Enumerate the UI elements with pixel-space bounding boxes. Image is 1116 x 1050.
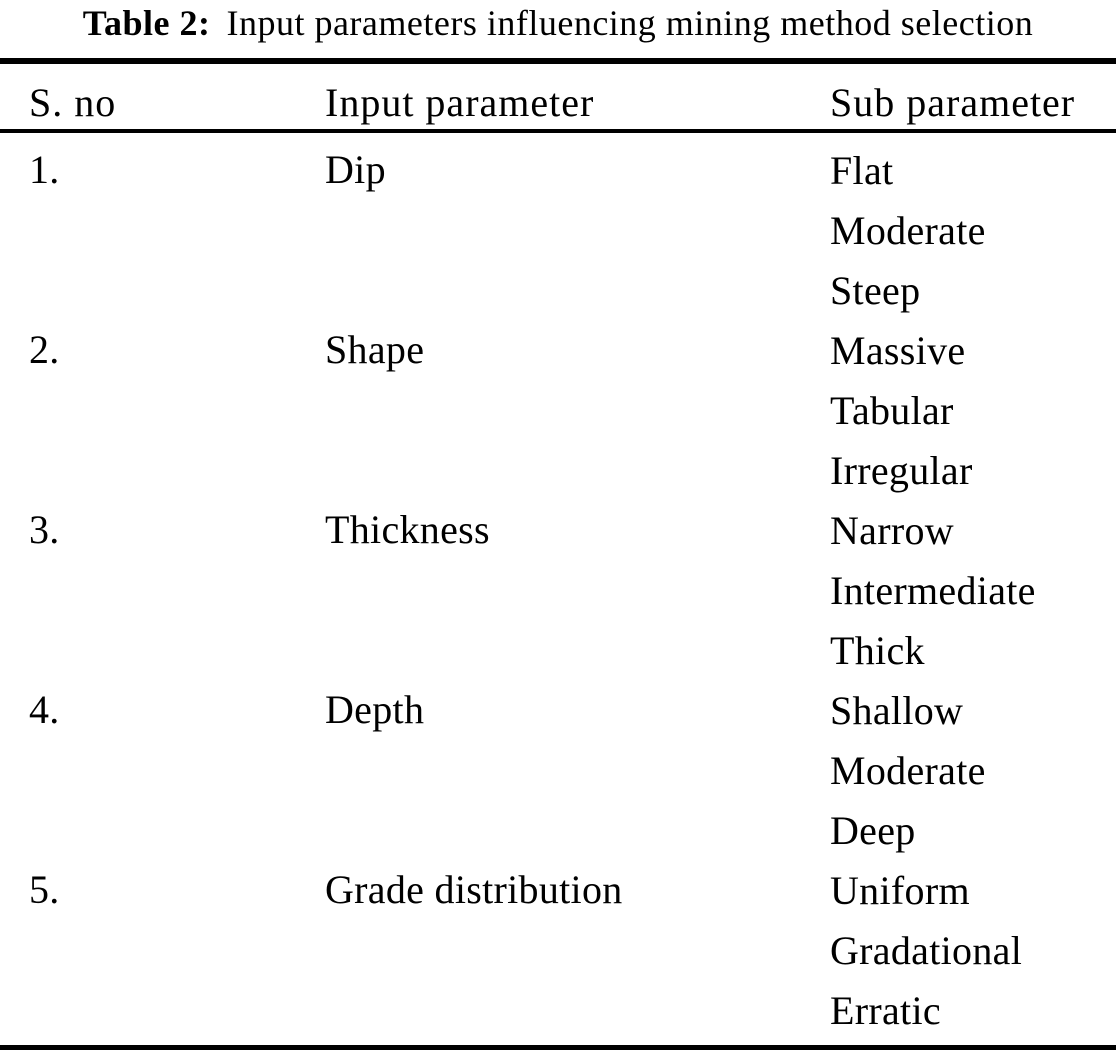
column-header-s-no: S. no bbox=[29, 80, 117, 125]
sub-parameter-item: Flat bbox=[830, 147, 894, 193]
table-top-rule bbox=[0, 58, 1116, 64]
table-bottom-rule bbox=[0, 1045, 1116, 1050]
sub-parameter-cell: Uniform Gradational Erratic bbox=[830, 860, 1116, 1040]
row-number-cell: 2. bbox=[29, 327, 60, 372]
sub-parameter-cell: Massive Tabular Irregular bbox=[830, 320, 1116, 500]
sub-parameter-item: Intermediate bbox=[830, 567, 1036, 613]
input-parameter-cell: Thickness bbox=[325, 507, 490, 552]
sub-parameter-item: Tabular bbox=[830, 387, 954, 433]
row-number-cell: 5. bbox=[29, 867, 60, 912]
table-caption-label: Table 2: bbox=[82, 3, 211, 43]
sub-parameter-item: Uniform bbox=[830, 867, 970, 913]
table-row: 2. Shape Massive Tabular Irregular bbox=[0, 320, 1116, 500]
table-body: 1. Dip Flat Moderate Steep 2. Shape Mass… bbox=[0, 133, 1116, 1040]
sub-parameter-item: Thick bbox=[830, 627, 925, 673]
table-header-rule bbox=[0, 129, 1116, 133]
sub-parameter-item: Erratic bbox=[830, 987, 941, 1033]
table-caption: Table 2: Input parameters influencing min… bbox=[0, 0, 1116, 58]
table-caption-text: Input parameters influencing mining meth… bbox=[226, 3, 1034, 43]
table-row: 1. Dip Flat Moderate Steep bbox=[0, 140, 1116, 320]
sub-parameter-item: Moderate bbox=[830, 747, 986, 793]
table-row: 3. Thickness Narrow Intermediate Thick bbox=[0, 500, 1116, 680]
input-parameter-cell: Dip bbox=[325, 147, 386, 192]
row-number-cell: 3. bbox=[29, 507, 60, 552]
sub-parameter-item: Massive bbox=[830, 327, 966, 373]
column-header-sub-parameter: Sub parameter bbox=[830, 80, 1076, 125]
input-parameter-cell: Grade distribution bbox=[325, 867, 623, 912]
input-parameter-cell: Shape bbox=[325, 327, 425, 372]
row-number-cell: 1. bbox=[29, 147, 60, 192]
table-row: 4. Depth Shallow Moderate Deep bbox=[0, 680, 1116, 860]
table-row: 5. Grade distribution Uniform Gradationa… bbox=[0, 860, 1116, 1040]
sub-parameter-item: Moderate bbox=[830, 207, 986, 253]
table-header-row: S. no Input parameter Sub parameter bbox=[0, 64, 1116, 129]
sub-parameter-cell: Narrow Intermediate Thick bbox=[830, 500, 1116, 680]
sub-parameter-item: Shallow bbox=[830, 687, 964, 733]
sub-parameter-item: Irregular bbox=[830, 447, 973, 493]
sub-parameter-item: Gradational bbox=[830, 927, 1023, 973]
sub-parameter-cell: Shallow Moderate Deep bbox=[830, 680, 1116, 860]
sub-parameter-cell: Flat Moderate Steep bbox=[830, 140, 1116, 320]
sub-parameter-item: Deep bbox=[830, 807, 916, 853]
input-parameter-cell: Depth bbox=[325, 687, 425, 732]
sub-parameter-item: Steep bbox=[830, 267, 921, 313]
column-header-input-parameter: Input parameter bbox=[325, 80, 595, 125]
row-number-cell: 4. bbox=[29, 687, 60, 732]
sub-parameter-item: Narrow bbox=[830, 507, 954, 553]
